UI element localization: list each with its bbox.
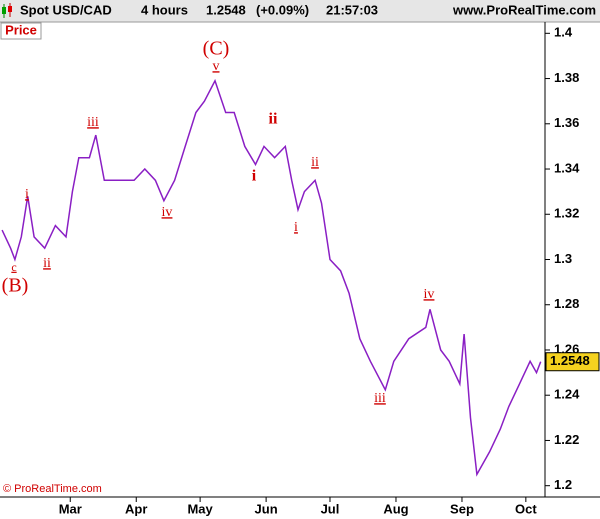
header-bar xyxy=(0,0,600,22)
site: www.ProRealTime.com xyxy=(452,2,596,17)
wave-label: iv xyxy=(162,205,173,220)
y-tick-label: 1.24 xyxy=(554,387,580,402)
last-price: 1.2548 xyxy=(206,2,246,17)
x-tick-label: Sep xyxy=(450,501,474,516)
panel-label-box xyxy=(0,22,42,40)
last-value-label: 1.2548 xyxy=(550,353,590,368)
header-icon xyxy=(2,3,12,18)
wave-label: iii xyxy=(87,115,99,130)
wave-label: v xyxy=(213,59,220,74)
x-tick-label: Mar xyxy=(59,501,82,516)
time: 21:57:03 xyxy=(326,2,378,17)
y-tick-label: 1.2 xyxy=(554,477,572,492)
price-line xyxy=(1,78,542,477)
wave-label: ii xyxy=(311,155,319,170)
copyright: © ProRealTime.com xyxy=(3,483,102,495)
wave-label: c xyxy=(11,260,16,274)
y-tick-label: 1.22 xyxy=(554,432,579,447)
wave-label: ii xyxy=(43,256,51,271)
y-tick-label: 1.4 xyxy=(554,25,573,40)
y-tick-label: 1.36 xyxy=(554,115,579,130)
y-tick-label: 1.34 xyxy=(554,160,580,175)
x-tick-label: May xyxy=(187,501,213,516)
wave-label: ii xyxy=(269,111,278,128)
wave-label: iv xyxy=(424,287,435,302)
symbol: Spot USD/CAD xyxy=(20,2,112,17)
x-tick-label: Jun xyxy=(255,501,278,516)
wave-label: i xyxy=(25,187,29,202)
last-value-box xyxy=(545,352,600,372)
wave-label: (B) xyxy=(2,275,29,297)
timeframe: 4 hours xyxy=(141,2,188,17)
wave-label: i xyxy=(252,168,257,185)
wave-label: (C) xyxy=(203,38,230,60)
y-tick-label: 1.32 xyxy=(554,206,579,221)
x-tick-label: Jul xyxy=(321,501,340,516)
x-tick-label: Aug xyxy=(383,501,408,516)
change: (+0.09%) xyxy=(256,2,309,17)
wave-label: i xyxy=(294,220,298,235)
y-tick-label: 1.3 xyxy=(554,251,572,266)
panel-label: Price xyxy=(5,22,37,37)
wave-label: iii xyxy=(374,391,386,406)
y-tick-label: 1.38 xyxy=(554,70,579,85)
x-tick-label: Apr xyxy=(125,501,147,516)
x-tick-label: Oct xyxy=(515,501,537,516)
y-tick-label: 1.28 xyxy=(554,296,579,311)
